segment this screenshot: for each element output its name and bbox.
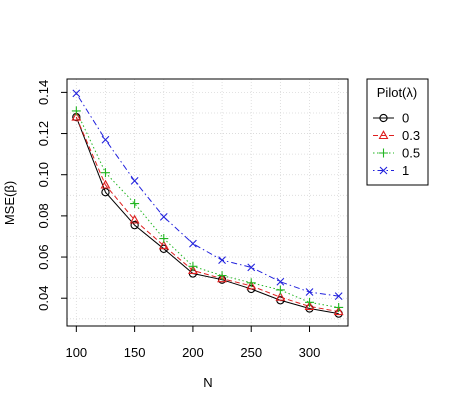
data-point xyxy=(159,213,168,221)
data-point xyxy=(101,135,110,144)
legend-item: 0 xyxy=(373,111,409,126)
legend-marker xyxy=(379,113,388,123)
legend-item: 0.5 xyxy=(373,146,420,161)
legend-item: 1 xyxy=(373,163,409,178)
y-tick-label: 0.10 xyxy=(36,162,51,187)
legend-items: 0 0.3 0.5 1 xyxy=(373,111,420,178)
x-tick-label: 100 xyxy=(65,345,87,360)
x-tick-label: 150 xyxy=(124,345,146,360)
data-point xyxy=(101,188,110,197)
series-line xyxy=(75,116,339,313)
legend: Pilot(λ) 0 0.3 0.5 1 xyxy=(366,78,429,186)
data-point xyxy=(246,280,257,290)
data-point xyxy=(130,220,139,230)
data-point xyxy=(247,263,256,272)
x-axis: 100 150 200 250 300 xyxy=(65,325,321,360)
y-axis: 0.04 0.06 0.08 0.10 0.12 0.14 xyxy=(36,80,68,311)
data-point xyxy=(130,176,139,185)
data-point xyxy=(246,278,256,288)
legend-box xyxy=(366,78,429,186)
x-tick-label: 200 xyxy=(182,345,204,360)
legend-marker xyxy=(379,148,388,158)
y-tick-label: 0.08 xyxy=(36,203,51,228)
data-point xyxy=(305,288,314,296)
legend-marker xyxy=(378,130,389,140)
legend-marker xyxy=(379,166,388,175)
data-point xyxy=(72,89,81,98)
series-lines xyxy=(75,93,339,315)
x-axis-label: N xyxy=(203,375,212,390)
grid xyxy=(67,79,348,326)
data-point xyxy=(129,214,140,224)
data-point xyxy=(158,240,169,250)
data-point xyxy=(217,273,228,283)
data-point xyxy=(276,277,285,286)
y-axis-label: MSE(β) xyxy=(2,181,17,225)
data-point xyxy=(188,261,198,271)
legend-label: 0 xyxy=(402,111,409,126)
data-point xyxy=(217,271,227,281)
legend-label: 1 xyxy=(402,163,409,178)
data-point xyxy=(130,199,140,209)
data-point xyxy=(334,302,344,312)
legend-label: 0.3 xyxy=(402,128,420,143)
y-tick-label: 0.06 xyxy=(36,244,51,269)
data-point xyxy=(333,306,344,316)
series-line xyxy=(75,93,339,297)
data-point xyxy=(71,111,82,121)
data-point xyxy=(304,301,315,310)
data-point xyxy=(159,234,169,244)
data-point xyxy=(218,256,226,265)
series-line xyxy=(75,116,339,315)
y-tick-label: 0.12 xyxy=(36,121,51,146)
data-point xyxy=(71,106,81,116)
data-point xyxy=(275,291,286,301)
data-point xyxy=(305,297,315,307)
data-point xyxy=(100,179,111,189)
x-tick-label: 250 xyxy=(240,345,262,360)
series-points xyxy=(71,89,344,318)
x-tick-label: 300 xyxy=(299,345,321,360)
data-point xyxy=(187,265,198,274)
data-point xyxy=(275,285,285,295)
legend-item: 0.3 xyxy=(373,128,420,143)
legend-label: 0.5 xyxy=(402,146,420,161)
data-point xyxy=(334,292,343,301)
y-tick-label: 0.14 xyxy=(36,80,51,105)
data-point xyxy=(189,239,197,248)
data-point xyxy=(100,168,110,178)
y-tick-label: 0.04 xyxy=(36,286,51,311)
legend-title: Pilot(λ) xyxy=(377,85,417,100)
